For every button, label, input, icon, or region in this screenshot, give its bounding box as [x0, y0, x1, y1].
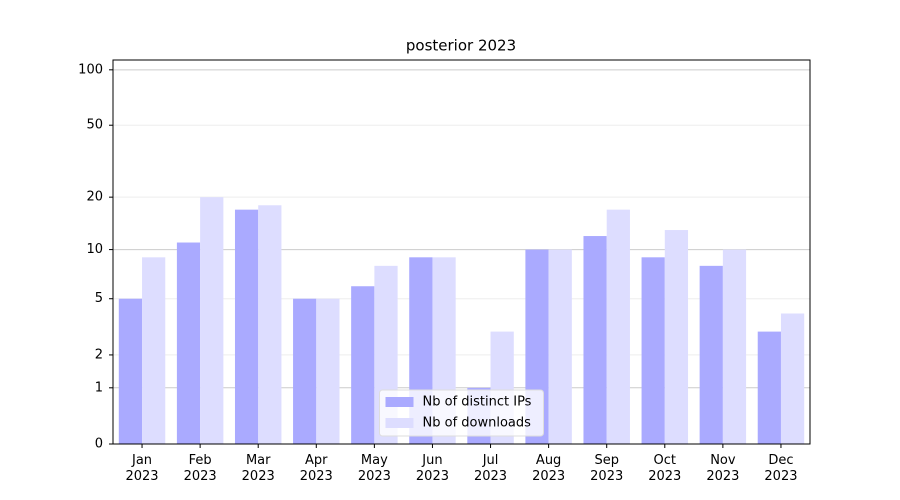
bar [548, 249, 572, 444]
bar [699, 265, 723, 444]
legend-label: Nb of distinct IPs [423, 395, 532, 410]
bar [664, 230, 689, 444]
legend-swatch [385, 397, 414, 407]
x-tick-label: Oct 2023 [648, 453, 682, 484]
bar [641, 257, 665, 444]
legend-swatch [385, 418, 414, 428]
y-tick-label: 10 [86, 242, 103, 257]
x-tick-label: Mar 2023 [241, 453, 275, 484]
bar [200, 197, 224, 444]
chart-title: posterior 2023 [406, 37, 516, 55]
plot-frame [112, 59, 811, 445]
bar [351, 286, 375, 444]
bar [606, 209, 630, 444]
y-tick-label: 20 [86, 190, 103, 205]
bar [583, 236, 607, 444]
y-tick-label: 5 [95, 291, 103, 306]
grid [113, 69, 810, 389]
x-tick-label: Nov 2023 [706, 453, 740, 484]
x-tick-label: Jun 2023 [415, 453, 449, 484]
bar [293, 298, 317, 444]
bar [234, 209, 259, 444]
y-tick-label: 2 [95, 347, 103, 362]
bar [316, 298, 340, 444]
bar [118, 298, 143, 444]
bar [142, 257, 166, 444]
x-tick-label: Apr 2023 [299, 453, 333, 484]
y-tick-label: 0 [95, 437, 103, 452]
x-tick-label: Jan 2023 [125, 453, 159, 484]
bar [780, 313, 805, 444]
x-tick-label: Feb 2023 [183, 453, 217, 484]
bar [722, 249, 747, 444]
bar [176, 242, 201, 444]
bar [757, 331, 781, 444]
x-tick-label: Jul 2023 [473, 453, 508, 484]
legend-label: Nb of downloads [423, 416, 532, 431]
y-tick-label: 1 [95, 380, 103, 395]
y-tick-label: 100 [78, 62, 103, 77]
x-tick-label: Sep 2023 [590, 453, 624, 484]
y-tick-label: 50 [86, 118, 103, 133]
x-tick-label: Aug 2023 [532, 453, 566, 484]
bar [258, 205, 282, 444]
x-tick-label: May 2023 [357, 453, 391, 484]
x-tick-label: Dec 2023 [764, 453, 798, 484]
legend-box [379, 389, 544, 437]
